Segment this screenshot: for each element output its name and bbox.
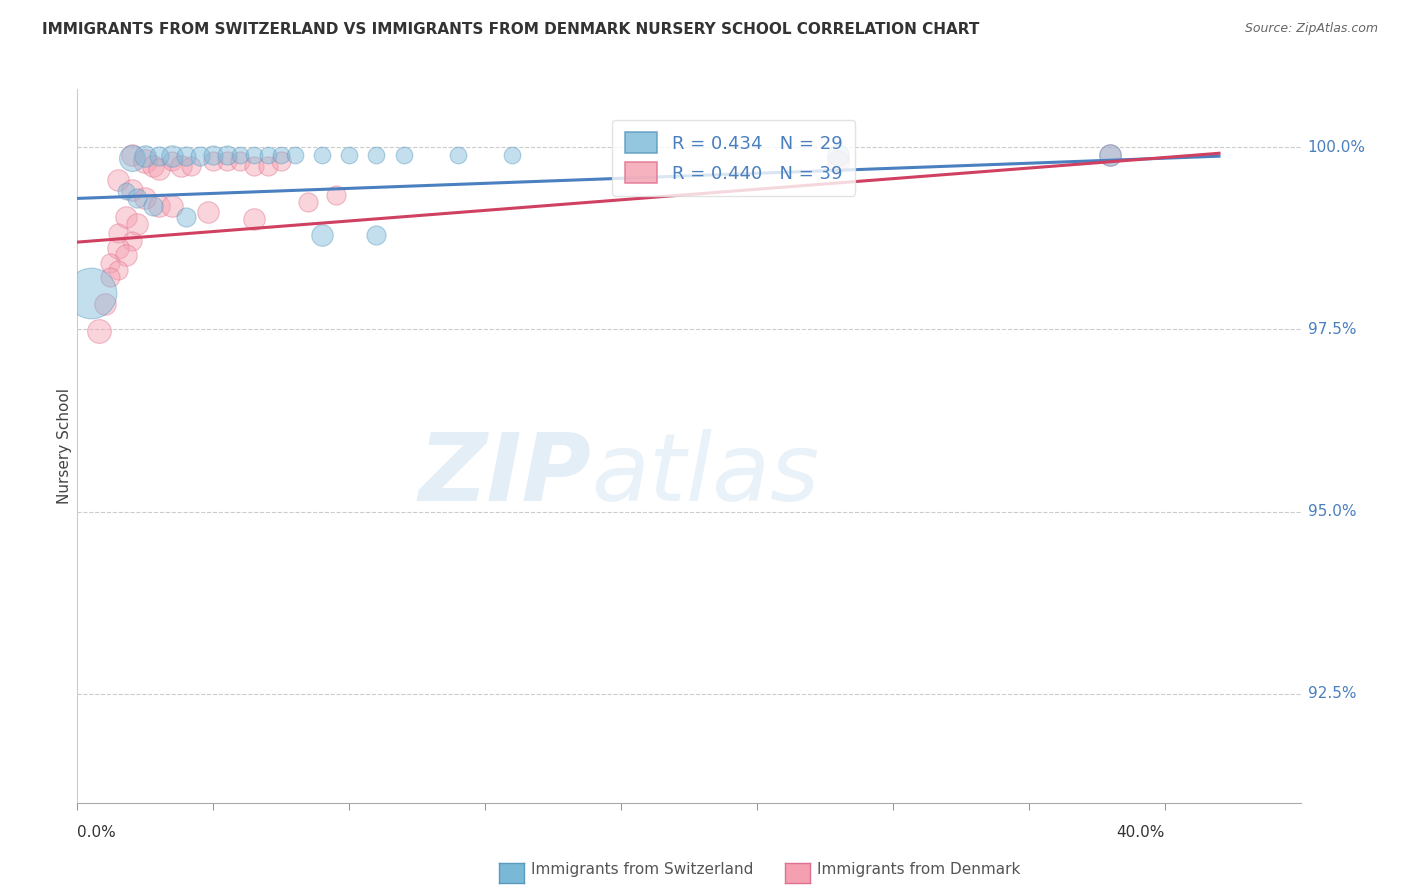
Point <box>215 147 238 161</box>
Point <box>121 147 143 161</box>
Point <box>243 211 266 226</box>
Point <box>134 153 156 168</box>
Point <box>366 227 388 242</box>
Point <box>256 147 278 161</box>
Point <box>188 149 211 163</box>
Point <box>162 149 184 163</box>
Point <box>197 204 219 219</box>
Text: 100.0%: 100.0% <box>1308 140 1365 155</box>
Point <box>229 147 252 161</box>
Point <box>270 153 292 168</box>
Point <box>121 152 143 166</box>
Point <box>827 147 849 161</box>
Point <box>107 241 129 255</box>
Text: 95.0%: 95.0% <box>1308 504 1355 519</box>
Text: IMMIGRANTS FROM SWITZERLAND VS IMMIGRANTS FROM DENMARK NURSERY SCHOOL CORRELATIO: IMMIGRANTS FROM SWITZERLAND VS IMMIGRANT… <box>42 22 980 37</box>
Text: 92.5%: 92.5% <box>1308 686 1355 701</box>
Point <box>169 159 191 173</box>
Point <box>121 183 143 197</box>
Point <box>243 147 266 161</box>
Point <box>284 147 307 161</box>
Point <box>107 262 129 277</box>
Point <box>174 210 197 224</box>
Point <box>142 199 165 213</box>
Text: atlas: atlas <box>591 429 820 520</box>
Text: 97.5%: 97.5% <box>1308 322 1355 337</box>
Point <box>392 147 415 161</box>
Point <box>311 147 333 161</box>
Point <box>127 217 149 231</box>
Point <box>270 147 292 161</box>
Point <box>87 324 110 338</box>
Point <box>142 159 165 173</box>
Point <box>107 173 129 187</box>
Point <box>256 159 278 173</box>
Point <box>127 191 149 205</box>
Y-axis label: Nursery School: Nursery School <box>56 388 72 504</box>
Point <box>297 195 319 210</box>
Point <box>202 153 225 168</box>
Point <box>162 153 184 168</box>
Point <box>148 149 170 163</box>
Point <box>115 248 138 262</box>
Point <box>215 153 238 168</box>
Point <box>1099 147 1122 161</box>
Point <box>134 149 156 163</box>
Point <box>98 255 121 269</box>
Point <box>180 159 202 173</box>
Point <box>107 227 129 241</box>
Text: Source: ZipAtlas.com: Source: ZipAtlas.com <box>1244 22 1378 36</box>
Point <box>243 159 266 173</box>
Text: ZIP: ZIP <box>418 428 591 521</box>
Point <box>148 199 170 213</box>
Text: 40.0%: 40.0% <box>1116 825 1164 840</box>
Point <box>93 297 115 311</box>
Point <box>827 153 849 168</box>
Point <box>148 162 170 177</box>
Point <box>121 234 143 248</box>
Point <box>229 153 252 168</box>
Point <box>325 187 347 202</box>
Text: Immigrants from Denmark: Immigrants from Denmark <box>817 863 1021 877</box>
Text: 0.0%: 0.0% <box>77 825 117 840</box>
Point <box>98 270 121 285</box>
Point <box>162 199 184 213</box>
Point <box>366 147 388 161</box>
Legend: R = 0.434   N = 29, R = 0.440   N = 39: R = 0.434 N = 29, R = 0.440 N = 39 <box>613 120 855 195</box>
Point <box>115 210 138 224</box>
Point <box>1099 147 1122 161</box>
Point <box>202 147 225 161</box>
Point <box>311 227 333 242</box>
Point <box>174 149 197 163</box>
Point <box>501 147 523 161</box>
Point <box>337 147 360 161</box>
Point <box>134 191 156 205</box>
Point <box>80 286 103 301</box>
Point <box>447 147 470 161</box>
Text: Immigrants from Switzerland: Immigrants from Switzerland <box>531 863 754 877</box>
Point <box>115 184 138 198</box>
